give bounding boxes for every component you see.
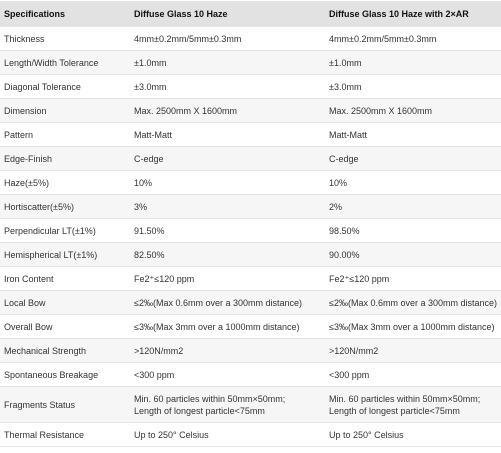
header-cell: Diffuse Glass 10 Haze with 2×AR — [325, 1, 501, 27]
spec-name: Local Bow — [0, 290, 130, 315]
spec-value: Max. 2500mm X 1600mm — [325, 98, 501, 123]
header-row: Specifications Diffuse Glass 10 Haze Diffu… — [0, 1, 501, 27]
spec-name: Pattern — [0, 122, 130, 147]
spec-value: ±1.0mm — [130, 50, 325, 75]
spec-name: Perpendicular LT(±1%) — [0, 218, 130, 243]
spec-value: Max. 2500mm X 1600mm — [130, 98, 325, 123]
spec-value: ≤3‰(Max 3mm over a 1000mm distance) — [130, 314, 325, 339]
spec-value: C-edge — [325, 146, 501, 171]
spec-value: Matt-Matt — [130, 122, 325, 147]
spec-value: <300 ppm — [130, 362, 325, 387]
table-row: Pattern Matt-Matt Matt-Matt — [0, 122, 501, 147]
table-row: Local Bow ≤2‰(Max 0.6mm over a 300mm dist… — [0, 290, 501, 315]
spec-value: 90.00% — [325, 242, 501, 267]
spec-name: Mechanical Strength — [0, 338, 130, 363]
table-row: Diagonal Tolerance ±3.0mm ±3.0mm — [0, 74, 501, 99]
table-row: Thermal Resistance Up to 250° Celsius Up t… — [0, 422, 501, 447]
spec-name: Iron Content — [0, 266, 130, 291]
spec-value: 82.50% — [130, 242, 325, 267]
spec-value: 2% — [325, 194, 501, 219]
spec-name: Spontaneous Breakage — [0, 362, 130, 387]
table-row: Overall Bow ≤3‰(Max 3mm over a 1000mm dis… — [0, 314, 501, 339]
spec-value: 10% — [325, 170, 501, 195]
spec-value: 98.50% — [325, 218, 501, 243]
spec-name: Edge-Finish — [0, 146, 130, 171]
spec-value: Fe2⁺≤120 ppm — [130, 266, 325, 291]
table-row: Fragments Status Min. 60 particles within… — [0, 386, 501, 423]
spec-value: ≤3‰(Max 3mm over a 1000mm distance) — [325, 314, 501, 339]
table-row: Iron Content Fe2⁺≤120 ppm Fe2⁺≤120 ppm — [0, 266, 501, 291]
table-row: Hemispherical LT(±1%) 82.50% 90.00% — [0, 242, 501, 267]
spec-value: 10% — [130, 170, 325, 195]
spec-name: Thickness — [0, 26, 130, 51]
table-row: Edge-Finish C-edge C-edge — [0, 146, 501, 171]
spec-name: Dimension — [0, 98, 130, 123]
table-row: Hortiscatter(±5%) 3% 2% — [0, 194, 501, 219]
spec-value: 4mm±0.2mm/5mm±0.3mm — [325, 26, 501, 51]
spec-value: 3% — [130, 194, 325, 219]
spec-value: <300 ppm — [325, 362, 501, 387]
spec-value: Up to 250° Celsius — [130, 422, 325, 447]
spec-value: Fe2⁺≤120 ppm — [325, 266, 501, 291]
spec-name: Length/Width Tolerance — [0, 50, 130, 75]
spec-value: Min. 60 particles within 50mm×50mm; Leng… — [130, 386, 325, 423]
table-row: Haze(±5%) 10% 10% — [0, 170, 501, 195]
spec-name: Diagonal Tolerance — [0, 74, 130, 99]
spec-name: Haze(±5%) — [0, 170, 130, 195]
spec-value: ±1.0mm — [325, 50, 501, 75]
spec-value: Min. 60 particles within 50mm×50mm; Leng… — [325, 386, 501, 423]
spec-value: ±3.0mm — [130, 74, 325, 99]
table-row: Dimension Max. 2500mm X 1600mm Max. 2500mm… — [0, 98, 501, 123]
spec-value: Matt-Matt — [325, 122, 501, 147]
spec-name: Overall Bow — [0, 314, 130, 339]
header-cell: Specifications — [0, 1, 130, 27]
spec-value: ≤2‰(Max 0.6mm over a 300mm distance) — [130, 290, 325, 315]
spec-value: ±3.0mm — [325, 74, 501, 99]
spec-value: C-edge — [130, 146, 325, 171]
spec-name: Fragments Status — [0, 386, 130, 423]
spec-value: ≤2‰(Max 0.6mm over a 300mm distance) — [325, 290, 501, 315]
table-row: Spontaneous Breakage <300 ppm <300 ppm — [0, 362, 501, 387]
table-row: Length/Width Tolerance ±1.0mm ±1.0mm — [0, 50, 501, 75]
spec-name: Thermal Resistance — [0, 422, 130, 447]
table-row: Perpendicular LT(±1%) 91.50% 98.50% — [0, 218, 501, 243]
table-row: Thickness 4mm±0.2mm/5mm±0.3mm 4mm±0.2mm/5m… — [0, 26, 501, 51]
table-row: Mechanical Strength >120N/mm2 >120N/mm2 — [0, 338, 501, 363]
spec-value: >120N/mm2 — [325, 338, 501, 363]
table-body: Thickness 4mm±0.2mm/5mm±0.3mm 4mm±0.2mm/5m… — [0, 26, 501, 447]
spec-value: >120N/mm2 — [130, 338, 325, 363]
spec-value: 91.50% — [130, 218, 325, 243]
spec-value: Up to 250° Celsius — [325, 422, 501, 447]
table-head: Specifications Diffuse Glass 10 Haze Diffu… — [0, 1, 501, 27]
spec-name: Hortiscatter(±5%) — [0, 194, 130, 219]
spec-name: Hemispherical LT(±1%) — [0, 242, 130, 267]
header-cell: Diffuse Glass 10 Haze — [130, 1, 325, 27]
spec-value: 4mm±0.2mm/5mm±0.3mm — [130, 26, 325, 51]
